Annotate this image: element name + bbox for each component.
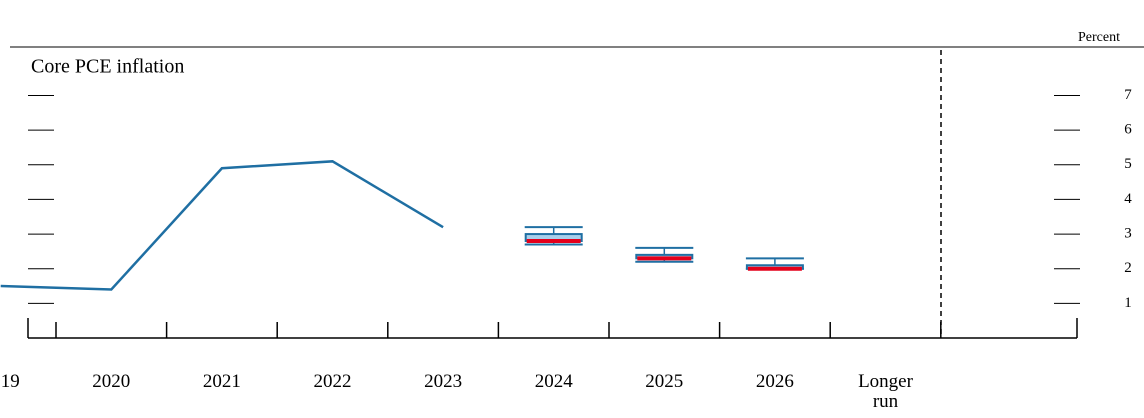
y-tick-label: 2	[1124, 260, 1132, 276]
data-line	[0, 160, 444, 291]
y-tick-label: 1	[1124, 295, 1132, 311]
y-tick-label: 3	[1124, 226, 1132, 242]
y-tick-label: 5	[1124, 156, 1132, 172]
x-tick-label: 2021	[202, 371, 241, 392]
x-tick-label: 2025	[645, 371, 684, 392]
x-tick-label: Longer run	[858, 371, 913, 412]
x-tick-label: 2026	[755, 371, 794, 392]
y-tick-label: 6	[1124, 122, 1132, 138]
x-tick-label: 2019	[0, 371, 20, 392]
y-axis-label: Percent	[1078, 30, 1120, 45]
y-tick-label: 4	[1124, 191, 1132, 207]
x-tick-label: 2022	[313, 371, 352, 392]
x-tick-label: 2024	[534, 371, 573, 392]
x-tick-label: 2023	[424, 371, 463, 392]
y-tick-label: 7	[1124, 87, 1132, 103]
x-tick-label: 2020	[92, 371, 131, 392]
chart-title: Core PCE inflation	[31, 56, 184, 78]
